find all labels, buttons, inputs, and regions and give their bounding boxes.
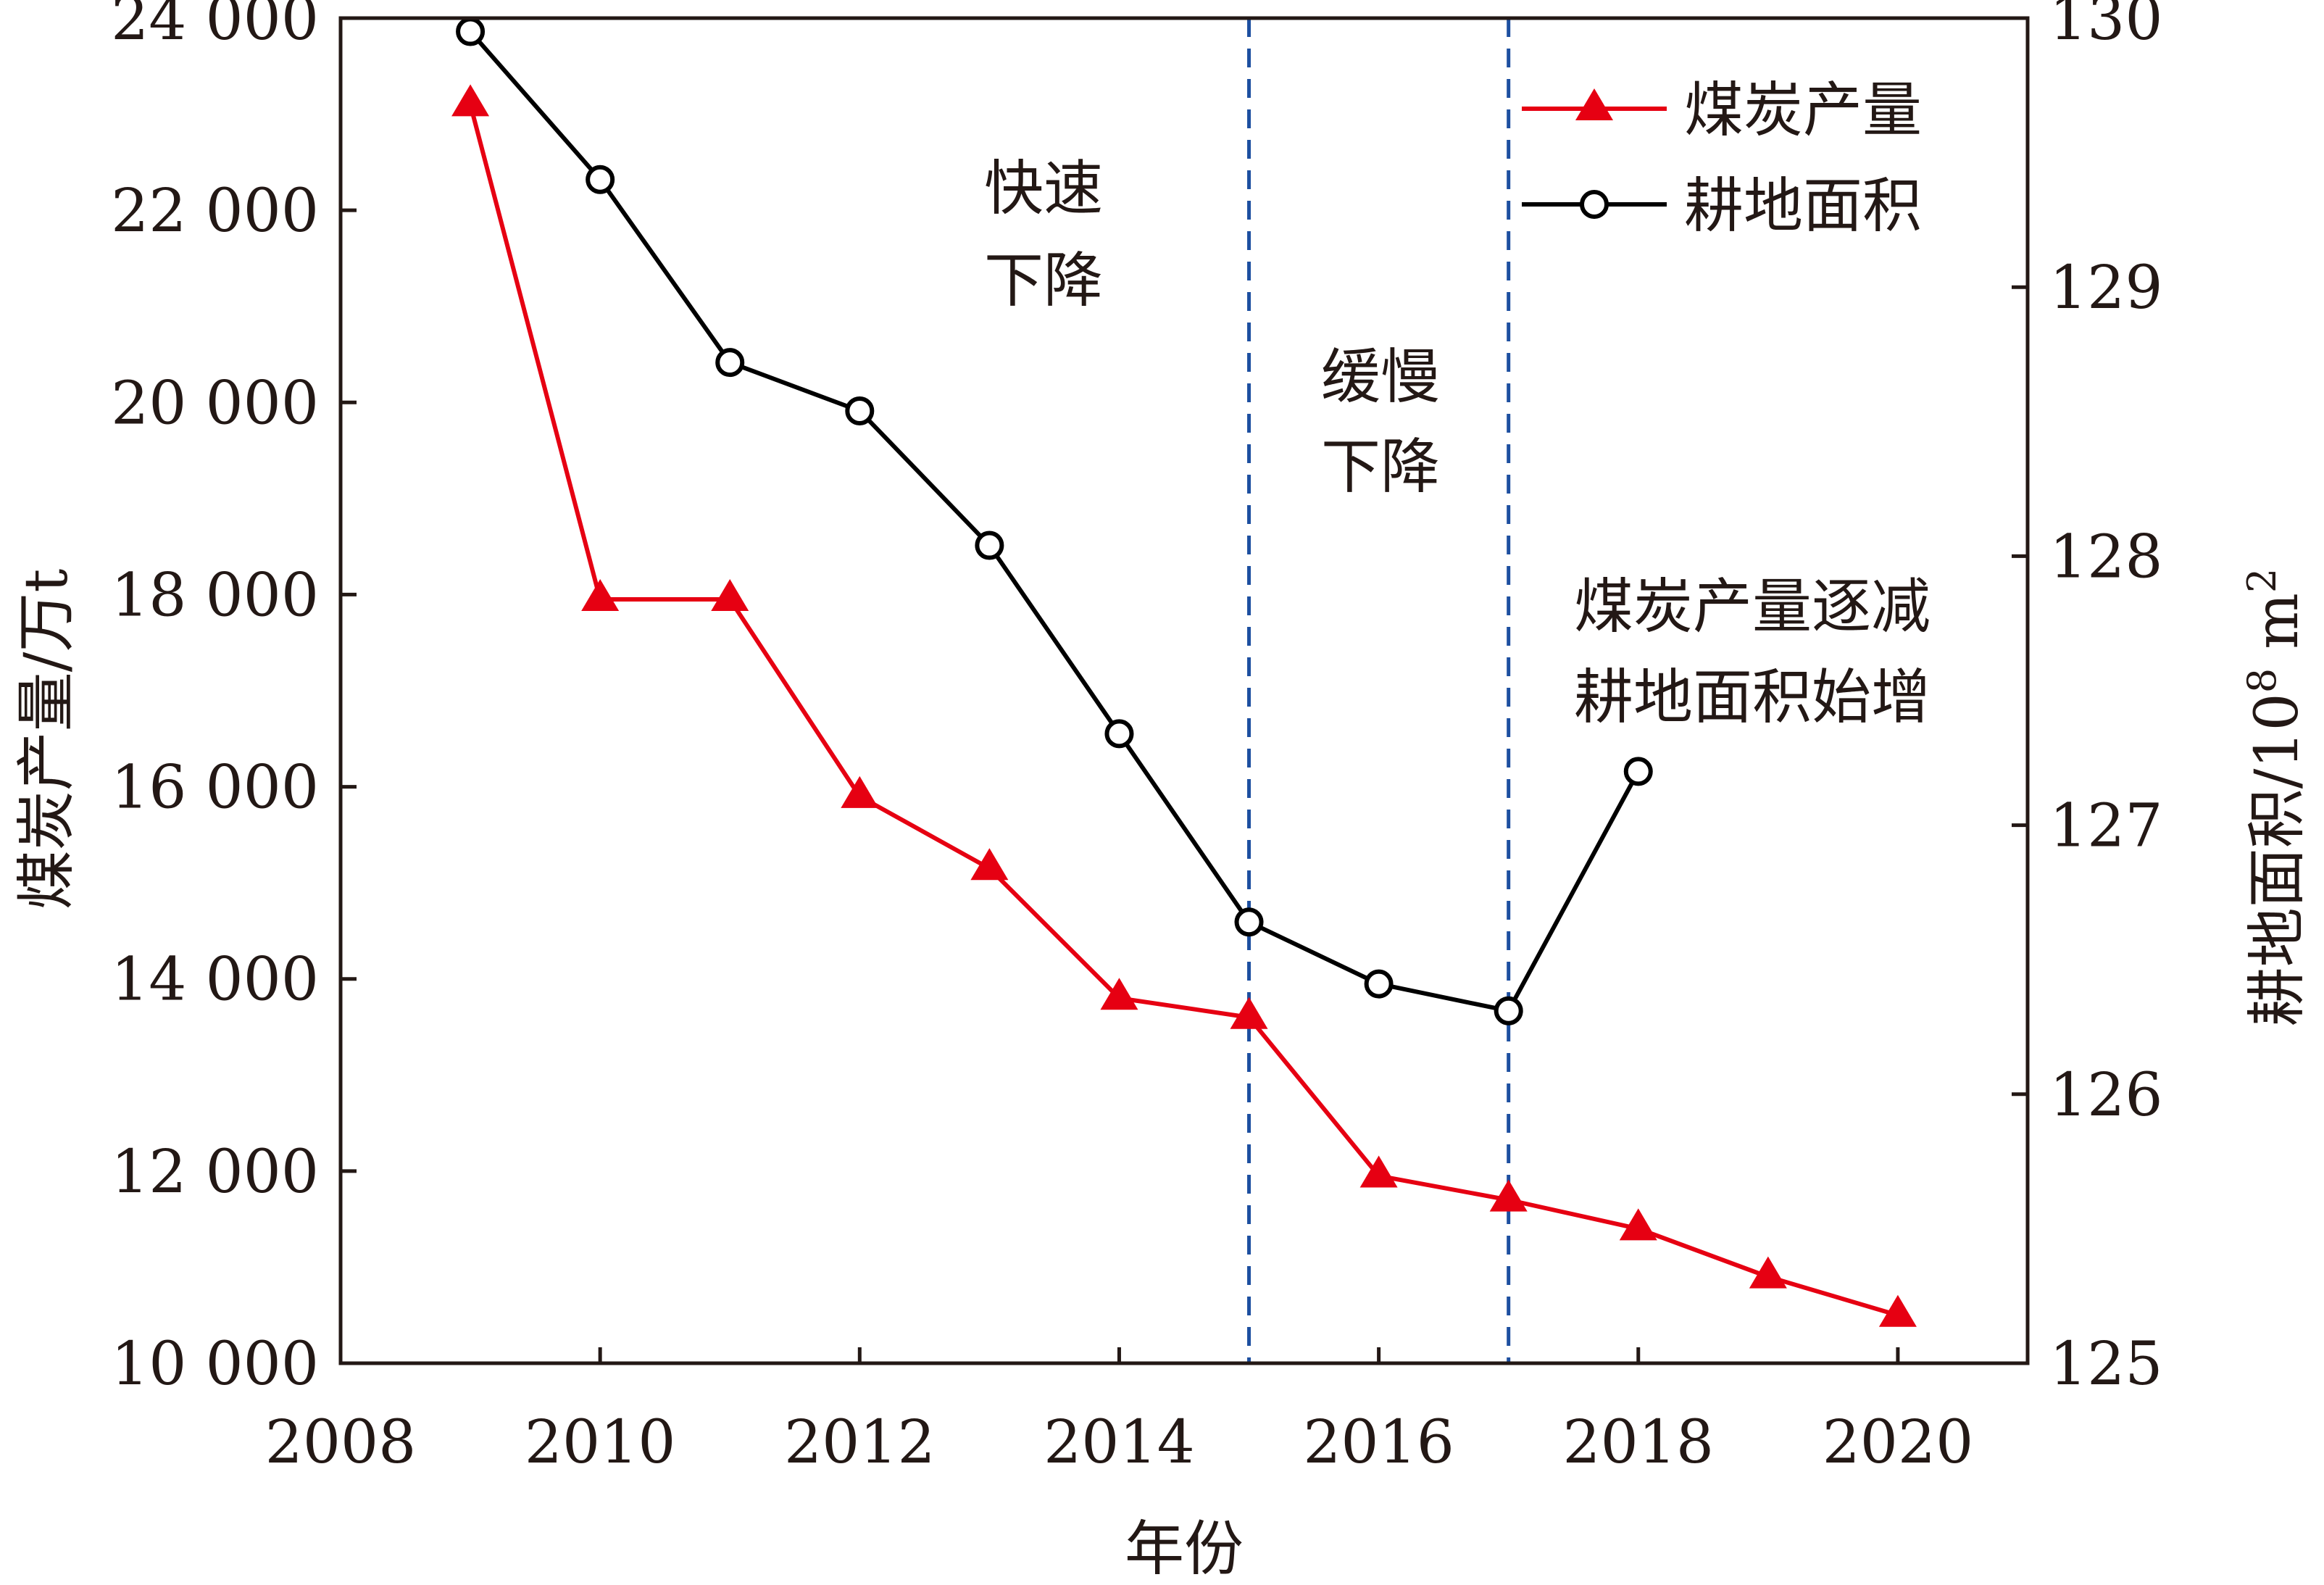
y-axis-left-title: 煤炭产量/万t [12,569,81,910]
series-coal-point-2019 [1749,1256,1787,1289]
y-axis-left: 10 000 12 000 14 000 16 000 18 000 20 000 22 0… [111,0,357,1399]
x-axis-title: 年份 [1125,1515,1244,1584]
series-farmland-point-2011 [715,348,745,378]
y-left-tick-label-12000: 12 000 [111,1138,319,1207]
series-farmland-point-2018 [1623,757,1653,786]
series-coal-point-2015 [1230,997,1268,1029]
series-farmland-point-2010 [586,165,615,194]
x-tick-label-2010: 2010 [525,1408,676,1477]
annotation-rapid-line-2: 下降 [984,246,1103,315]
annotation-change-line-2: 耕地面积始增 [1574,663,1931,732]
series-coal-point-2010 [581,579,620,612]
y-axis-right-title-exp: 8 [2239,668,2285,693]
series-farmland-point-2014 [1104,719,1134,749]
y-right-tick-label-129: 129 [2049,254,2163,323]
y-axis-right: 125 126 127 128 129 130 [2012,0,2163,1399]
legend-farmland-label: 耕地面积 [1684,172,1922,241]
series-coal-point-2013 [970,848,1009,881]
series-coal [451,84,1917,1327]
y-axis-right-title-main: 耕地面积/10 [2243,693,2312,1026]
legend-farmland-circle-marker [1580,190,1609,219]
legend-coal-label: 煤炭产量 [1684,76,1922,145]
x-tick-label-2014: 2014 [1044,1408,1195,1477]
series-coal-point-2014 [1100,978,1138,1010]
series-farmland-line [468,30,1641,1013]
plot-frame [338,16,2030,1365]
y-right-tick-label-127: 127 [2049,792,2163,861]
y-left-tick-label-16000: 16 000 [111,754,319,823]
x-tick-label-2018: 2018 [1562,1408,1714,1477]
series-layer [451,17,1917,1327]
y-axis-right-title: 耕地面积/108 m2 [2239,568,2312,1027]
legend-item-coal: 煤炭产量 [1522,76,1922,145]
y-left-tick-label-22000: 22 000 [111,177,319,246]
series-farmland-point-2013 [975,531,1004,560]
y-right-tick-label-130: 130 [2049,0,2163,54]
series-coal-point-2009 [451,84,490,117]
legend: 煤炭产量 耕地面积 [1522,76,1922,241]
x-tick-label-2008: 2008 [265,1408,417,1477]
x-tick-label-2020: 2020 [1823,1408,1974,1477]
series-coal-point-2012 [841,775,879,808]
annotation-rapid-line-1: 快速 [984,154,1103,223]
x-axis: 2008 2010 2012 2014 2016 2018 2020 [265,1347,1974,1477]
series-farmland-point-2015 [1234,907,1264,937]
y-axis-right-title-unit: m [2243,593,2312,668]
x-tick-label-2016: 2016 [1303,1408,1454,1477]
series-coal-point-2016 [1359,1155,1398,1188]
annotation-change-line-1: 煤炭产量逐减 [1574,573,1931,641]
annotation-slow-line-1: 缓慢 [1321,343,1440,412]
series-farmland-point-2009 [456,17,486,46]
annotation-slow-line-2: 下降 [1321,433,1440,502]
series-coal-point-2018 [1619,1208,1657,1241]
y-right-tick-label-125: 125 [2049,1330,2163,1399]
series-farmland [456,17,1653,1026]
y-axis-right-title-unit-exp: 2 [2239,568,2285,593]
x-tick-label-2012: 2012 [784,1408,936,1477]
y-right-tick-label-126: 126 [2049,1061,2163,1130]
legend-item-farmland: 耕地面积 [1522,172,1922,241]
annotation-slow-decline: 缓慢 下降 [1321,343,1440,502]
series-coal-point-2011 [711,579,749,612]
y-left-tick-label-24000: 24 000 [111,0,319,54]
annotation-rapid-decline: 快速 下降 [984,154,1103,315]
series-farmland-point-2016 [1364,969,1394,999]
annotation-trend-change: 煤炭产量逐减 耕地面积始增 [1574,573,1931,732]
series-coal-point-2017 [1489,1179,1528,1212]
y-left-tick-label-10000: 10 000 [111,1330,319,1399]
legend-coal-triangle-marker [1575,88,1613,120]
phase-divider-lines [1247,18,1511,1363]
y-left-tick-label-14000: 14 000 [111,946,319,1015]
y-left-tick-label-20000: 20 000 [111,369,319,438]
series-farmland-point-2012 [845,396,875,425]
y-right-tick-label-128: 128 [2049,523,2163,591]
y-left-tick-label-18000: 18 000 [111,561,319,630]
series-farmland-point-2017 [1494,996,1523,1026]
series-coal-line [468,104,1899,1318]
series-coal-point-2020 [1878,1294,1917,1327]
